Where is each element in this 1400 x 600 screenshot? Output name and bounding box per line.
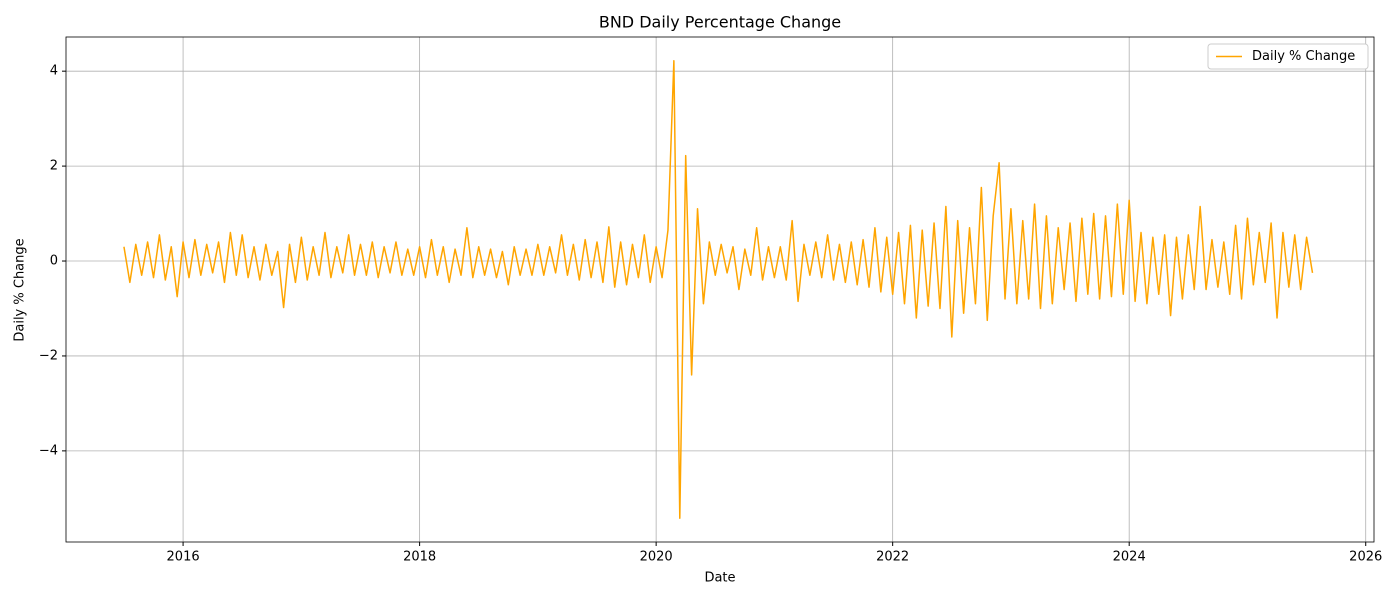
y-tick-label: −2	[39, 348, 58, 363]
x-tick-label: 2016	[167, 550, 200, 565]
y-axis-label: Daily % Change	[13, 238, 28, 341]
legend-label: Daily % Change	[1252, 49, 1355, 64]
x-tick-label: 2026	[1349, 550, 1382, 565]
y-tick-label: −4	[39, 443, 58, 458]
y-tick-label: 2	[50, 159, 58, 174]
x-tick-label: 2022	[876, 550, 909, 565]
legend-box	[1207, 43, 1369, 70]
plot-frame	[65, 36, 1375, 543]
x-tick-label: 2020	[640, 550, 673, 565]
y-tick-label: 4	[50, 64, 58, 79]
chart-title: BND Daily Percentage Change	[599, 13, 841, 32]
data-line	[123, 59, 1314, 520]
x-axis-label: Date	[704, 571, 735, 586]
x-tick-label: 2018	[403, 550, 436, 565]
x-tick-label: 2024	[1113, 550, 1146, 565]
y-tick-label: 0	[50, 254, 58, 269]
